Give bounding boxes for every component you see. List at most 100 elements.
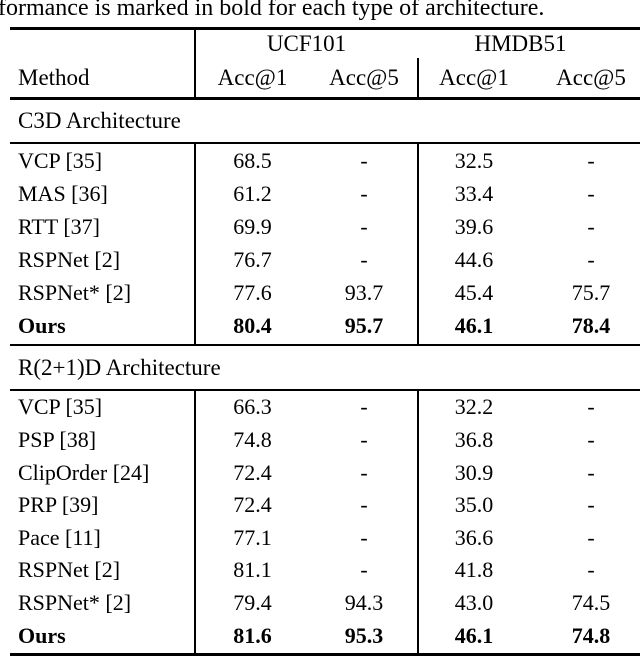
value-cell: 93.7 xyxy=(344,280,384,306)
column-header-hmdb-acc1: Acc@1 xyxy=(439,65,509,90)
method-cell: PSP [38] xyxy=(18,426,97,452)
value-cell: 81.1 xyxy=(233,557,272,583)
value-cell: - xyxy=(587,180,595,206)
method-cell: ClipOrder [24] xyxy=(18,459,150,485)
table-row: ClipOrder [24] 72.4 - 30.9 - xyxy=(0,456,640,489)
value-cell: 41.8 xyxy=(454,557,494,583)
method-cell: MAS [36] xyxy=(18,180,108,206)
value-cell: 94.3 xyxy=(344,590,384,616)
column-divider-datasets-section1 xyxy=(417,144,419,344)
value-cell: - xyxy=(360,459,368,485)
table-row: Ours 81.6 95.3 46.1 74.8 xyxy=(0,619,640,652)
value-cell: 78.4 xyxy=(571,313,611,339)
value-cell: 72.4 xyxy=(233,459,272,485)
table-row: RSPNet [2] 81.1 - 41.8 - xyxy=(0,554,640,587)
value-cell: - xyxy=(360,524,368,550)
section2-rows: VCP [35] 66.3-32.2- PSP [38] 74.8-36.8- Clip… xyxy=(0,391,640,652)
section2-title-rule xyxy=(10,389,640,391)
table-row: RSPNet [2] 76.7 - 44.6 - xyxy=(0,244,640,277)
method-cell: Ours xyxy=(18,622,66,648)
value-cell: - xyxy=(360,180,368,206)
value-cell: 66.3 xyxy=(233,394,272,420)
value-cell: - xyxy=(587,492,595,518)
column-divider-method-header xyxy=(194,30,196,97)
value-cell: - xyxy=(360,492,368,518)
value-cell: - xyxy=(587,426,595,452)
value-cell: 36.6 xyxy=(454,524,494,550)
value-cell: 33.4 xyxy=(454,180,494,206)
value-cell: - xyxy=(360,213,368,239)
header-bottom-rule xyxy=(10,97,640,100)
value-cell: 61.2 xyxy=(233,180,272,206)
method-cell: RTT [37] xyxy=(18,213,100,239)
value-cell: 68.5 xyxy=(233,147,272,173)
value-cell: - xyxy=(587,459,595,485)
table-row: RSPNet* [2] 79.4 94.3 43.0 74.5 xyxy=(0,587,640,620)
caption-text: formance is marked in bold for each type… xyxy=(0,0,545,21)
value-cell: 74.8 xyxy=(233,426,272,452)
method-cell: RSPNet* [2] xyxy=(18,280,132,306)
method-cell: RSPNet [2] xyxy=(18,557,121,583)
value-cell: - xyxy=(587,147,595,173)
column-header-ucf-acc5: Acc@5 xyxy=(329,65,399,90)
table-row: Ours 80.4 95.7 46.1 78.4 xyxy=(0,310,640,343)
method-cell: Ours xyxy=(18,313,66,339)
value-cell: 30.9 xyxy=(454,459,494,485)
value-cell: 80.4 xyxy=(233,313,272,339)
method-cell: RSPNet* [2] xyxy=(18,590,132,616)
value-cell: - xyxy=(360,147,368,173)
table-row: VCP [35] 66.3 - 32.2 - xyxy=(0,391,640,424)
value-cell: 32.2 xyxy=(454,394,494,420)
value-cell: 74.8 xyxy=(571,622,611,648)
table-row: Pace [11] 77.1 - 36.6 - xyxy=(0,522,640,555)
value-cell: 35.0 xyxy=(454,492,494,518)
method-cell: VCP [35] xyxy=(18,394,103,420)
column-divider-method-section1 xyxy=(194,144,196,344)
value-cell: 95.3 xyxy=(344,622,384,648)
value-cell: - xyxy=(587,213,595,239)
value-cell: 36.8 xyxy=(454,426,494,452)
method-cell: Pace [11] xyxy=(18,524,101,550)
section-divider-rule xyxy=(10,344,640,346)
section-title-r21d: R(2+1)D Architecture xyxy=(18,355,221,380)
value-cell: 74.5 xyxy=(571,590,611,616)
section1-title-rule xyxy=(10,142,640,144)
table-bottom-rule xyxy=(10,653,640,656)
value-cell: 76.7 xyxy=(233,247,272,273)
table-row: VCP [35] 68.5 - 32.5 - xyxy=(0,144,640,177)
table-top-rule xyxy=(10,27,640,30)
section1-rows: VCP [35] 68.5-32.5- MAS [36] 61.2-33.4- RTT … xyxy=(0,144,640,343)
value-cell: 81.6 xyxy=(233,622,272,648)
table-row: PSP [38] 74.8 - 36.8 - xyxy=(0,424,640,457)
value-cell: 44.6 xyxy=(454,247,494,273)
value-cell: 46.1 xyxy=(454,313,494,339)
group-header-ucf101: UCF101 xyxy=(266,31,347,56)
value-cell: - xyxy=(587,524,595,550)
value-cell: 46.1 xyxy=(454,622,494,648)
column-header-hmdb-acc5: Acc@5 xyxy=(556,65,626,90)
table-row: RTT [37] 69.9 - 39.6 - xyxy=(0,210,640,243)
value-cell: 77.1 xyxy=(233,524,272,550)
value-cell: 32.5 xyxy=(454,147,494,173)
value-cell: 45.4 xyxy=(454,280,494,306)
column-divider-datasets-header xyxy=(417,58,419,97)
table-row: PRP [39] 72.4 - 35.0 - xyxy=(0,489,640,522)
column-header-method: Method xyxy=(18,65,90,90)
value-cell: - xyxy=(587,557,595,583)
column-divider-method-section2 xyxy=(194,391,196,653)
table-row: MAS [36] 61.2 - 33.4 - xyxy=(0,177,640,210)
value-cell: 95.7 xyxy=(344,313,384,339)
value-cell: 75.7 xyxy=(571,280,611,306)
value-cell: - xyxy=(587,394,595,420)
value-cell: - xyxy=(360,426,368,452)
value-cell: 39.6 xyxy=(454,213,494,239)
method-cell: RSPNet [2] xyxy=(18,247,121,273)
method-cell: PRP [39] xyxy=(18,492,99,518)
table-row: RSPNet* [2] 77.6 93.7 45.4 75.7 xyxy=(0,277,640,310)
group-header-hmdb51: HMDB51 xyxy=(474,31,567,56)
value-cell: - xyxy=(360,247,368,273)
column-divider-datasets-section2 xyxy=(417,391,419,653)
value-cell: 69.9 xyxy=(233,213,272,239)
value-cell: 79.4 xyxy=(233,590,272,616)
